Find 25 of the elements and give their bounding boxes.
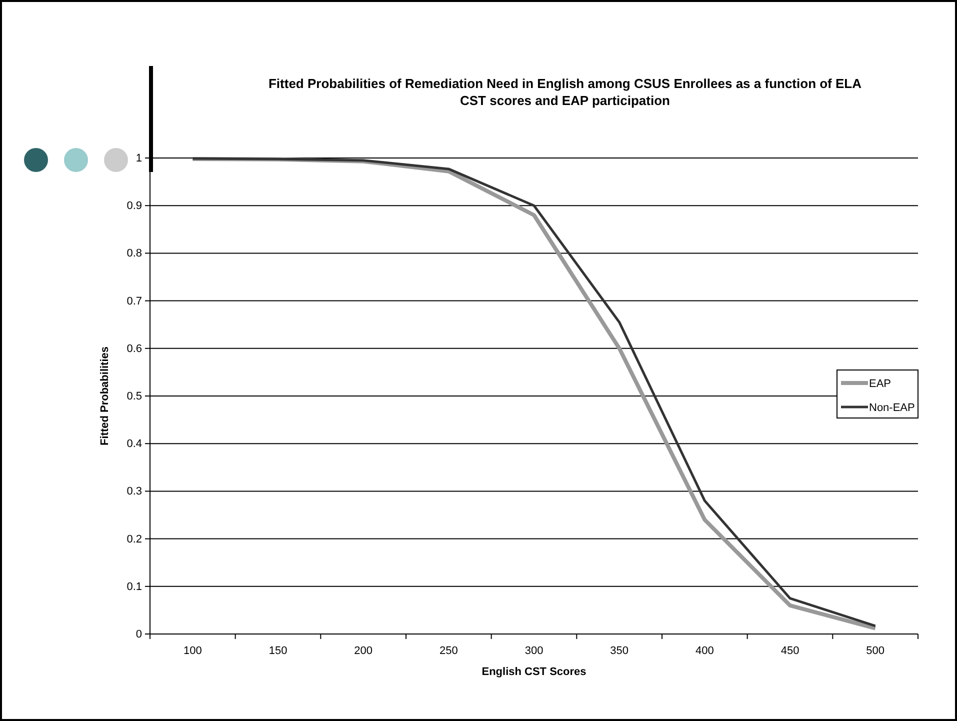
y-tick-label: 0.6: [126, 342, 142, 355]
chart-title: Fitted Probabilities of Remediation Need in English among CSUS Enrollees as a function of ELA CST scores and EAP participation: [268, 76, 862, 108]
y-tick-label: 0.9: [126, 200, 142, 212]
x-tick-label: 250: [439, 644, 458, 657]
x-tick-label: 100: [183, 644, 202, 657]
x-tick-label: 450: [780, 644, 800, 657]
y-tick-label: 0.1: [126, 580, 142, 593]
y-tick-label: 0.4: [126, 438, 142, 450]
legend-label: Non-EAP: [869, 402, 915, 414]
x-tick-label: 400: [695, 644, 714, 657]
x-axis-title: English CST Scores: [482, 666, 586, 678]
x-tick-label: 200: [354, 644, 373, 657]
y-tick-label: 0.5: [126, 390, 142, 403]
legend-label: EAP: [869, 378, 892, 390]
y-tick-label: 1: [136, 152, 142, 165]
y-tick-label: 0.2: [126, 533, 142, 546]
y-tick-label: 0.3: [126, 486, 142, 498]
x-tick-label: 300: [524, 644, 544, 657]
y-axis-title: Fitted Probabilities: [99, 346, 111, 446]
x-tick-label: 500: [866, 644, 885, 657]
x-tick-label: 350: [610, 644, 629, 657]
y-tick-label: 0.7: [126, 295, 142, 308]
y-tick-label: 0.8: [126, 248, 142, 260]
y-tick-label: 0: [136, 628, 142, 641]
x-tick-label: 150: [268, 644, 288, 657]
